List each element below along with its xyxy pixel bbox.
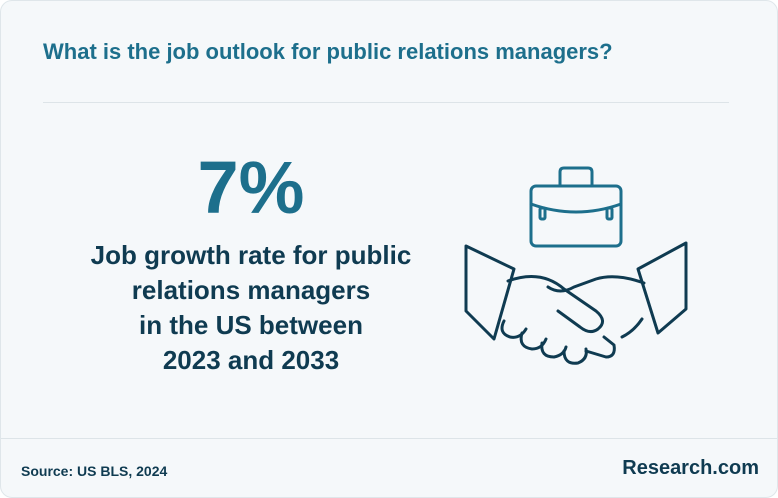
brand-logo[interactable]: Research.com xyxy=(622,457,759,479)
handshake-illustration xyxy=(464,166,688,365)
stat-value: 7% xyxy=(197,146,305,229)
handshake-icon xyxy=(464,241,688,365)
briefcase-icon xyxy=(529,166,623,248)
stat-description-line: Job growth rate for public xyxy=(90,240,412,270)
bottom-divider xyxy=(1,438,777,439)
stat-description: Job growth rate for public relations man… xyxy=(61,238,441,378)
page-title: What is the job outlook for public relat… xyxy=(43,39,613,64)
source-label: Source: US BLS, 2024 xyxy=(21,463,168,479)
top-divider xyxy=(43,102,729,103)
stat-description-line: 2023 and 2033 xyxy=(162,345,340,375)
stat-description-line: relations managers xyxy=(131,275,371,305)
stat-description-line: in the US between xyxy=(139,310,363,340)
